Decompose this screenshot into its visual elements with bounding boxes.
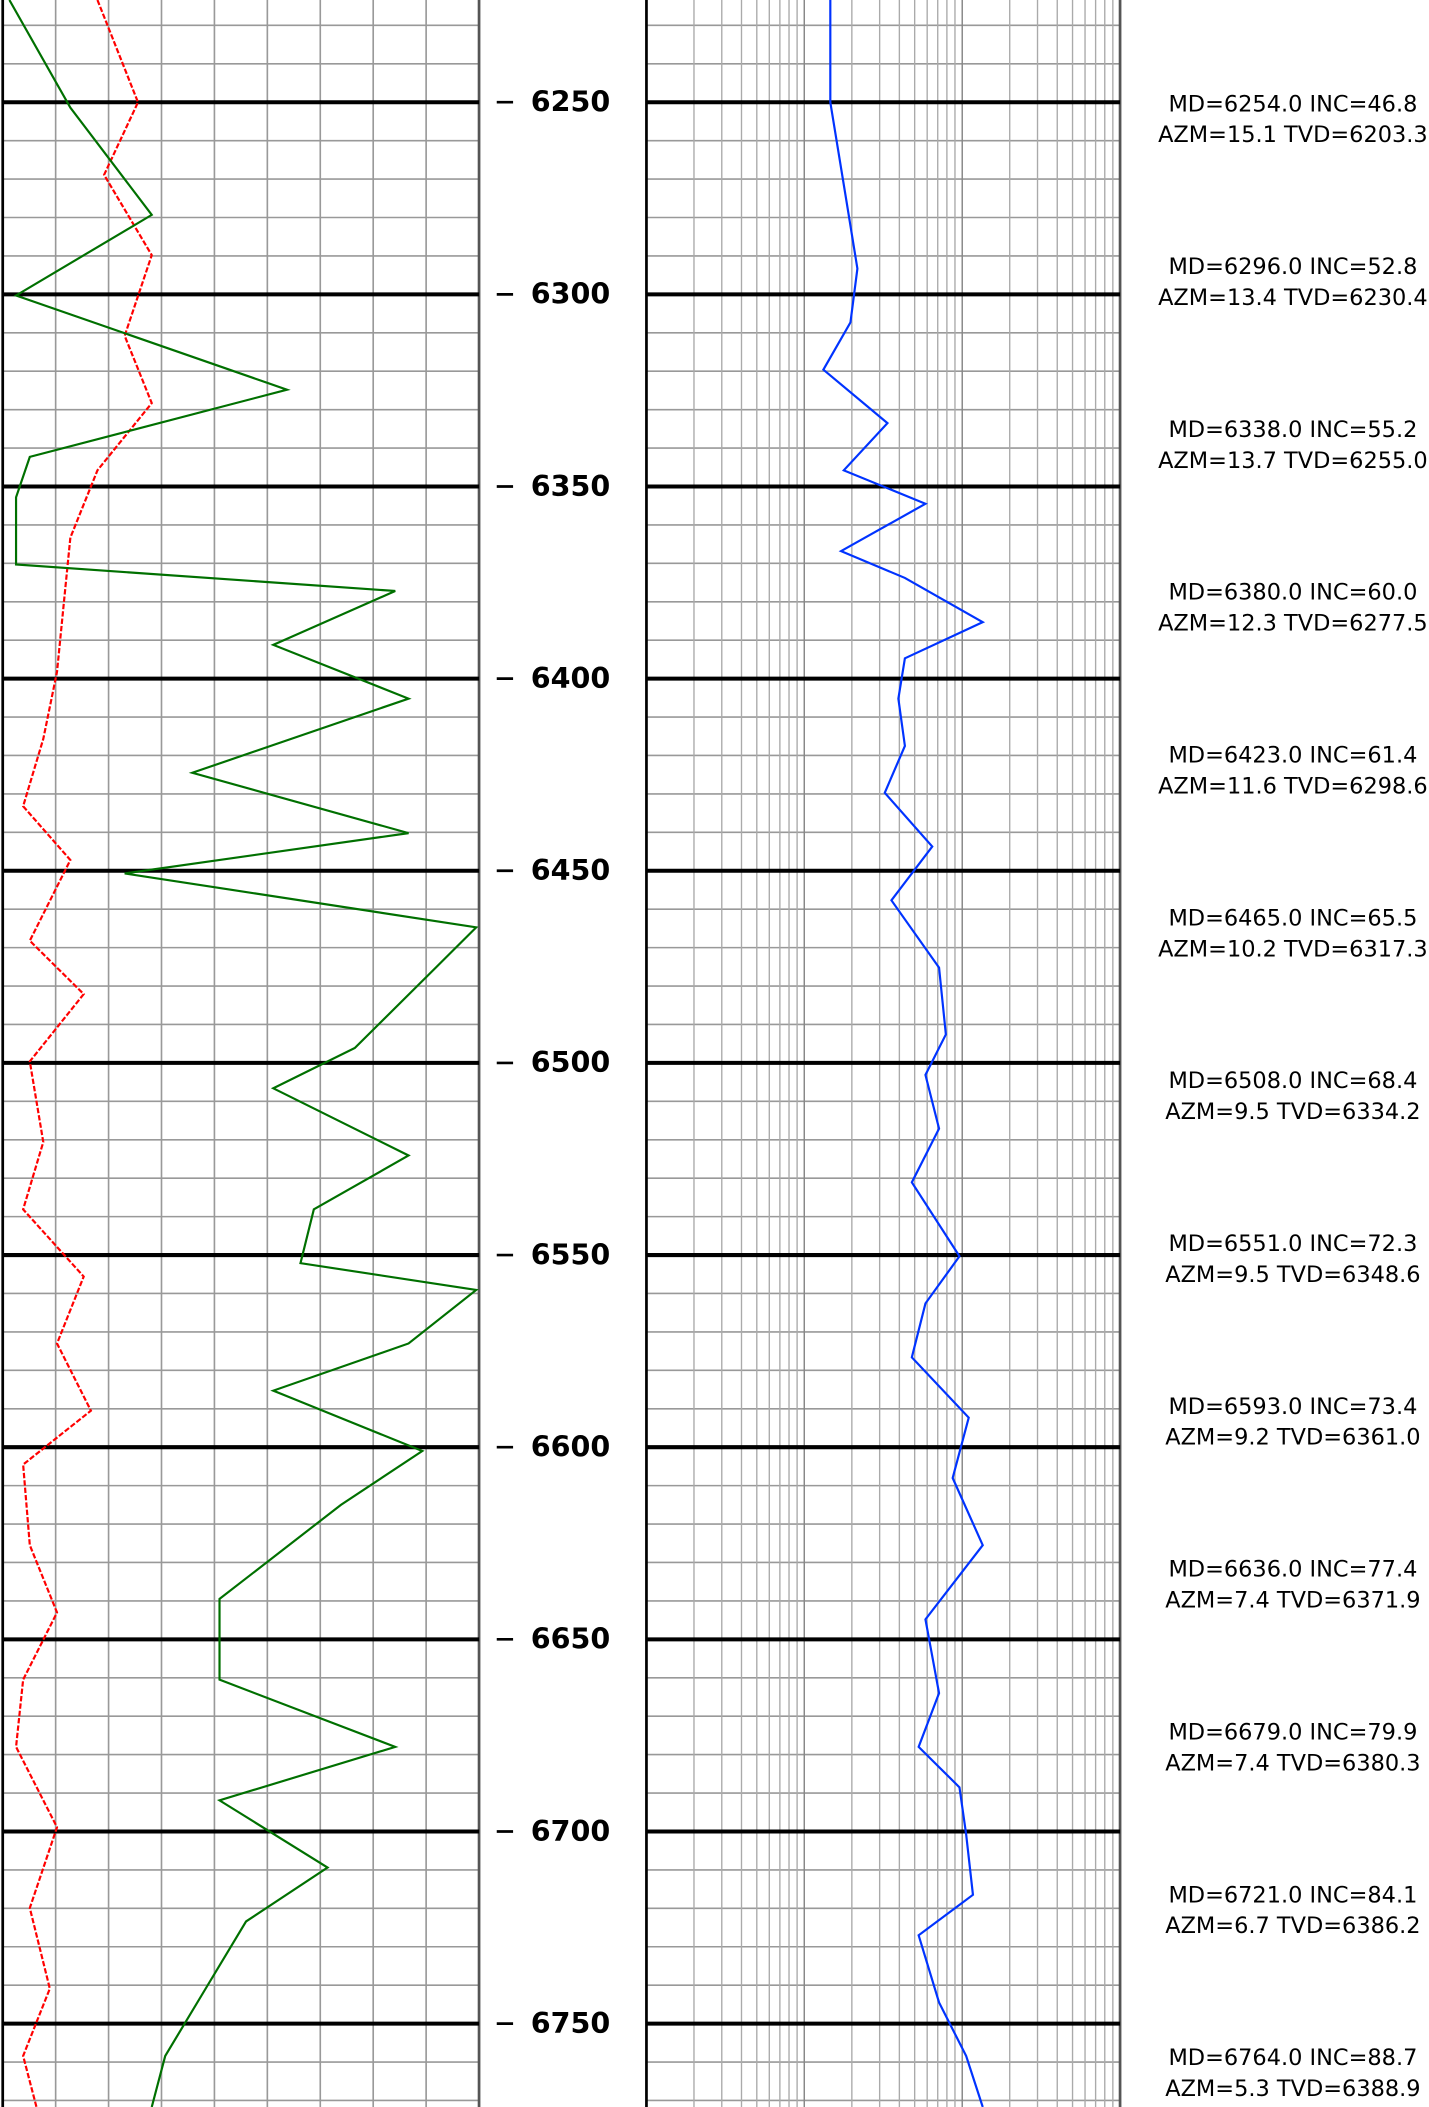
depth-label: 6400 [531,662,610,695]
station-annotation: MD=6254.0 INC=46.8 [1168,91,1417,117]
depth-label: 6600 [531,1431,610,1464]
station-annotation: MD=6423.0 INC=61.4 [1168,743,1417,769]
depth-label: 6450 [531,854,610,887]
depth-label: 6550 [531,1239,610,1272]
station-annotation: AZM=9.2 TVD=6361.0 [1165,1425,1420,1451]
log-curve [8,0,479,2107]
depth-label: 6350 [531,470,610,503]
grid [1,0,1122,2107]
station-annotation: MD=6465.0 INC=65.5 [1168,905,1417,931]
depth-label: 6500 [531,1046,610,1079]
station-annotation: AZM=15.1 TVD=6203.3 [1158,122,1428,148]
station-annotation: MD=6551.0 INC=72.3 [1168,1231,1417,1257]
station-annotation: AZM=6.7 TVD=6386.2 [1165,1913,1420,1939]
station-annotation: MD=6593.0 INC=73.4 [1168,1394,1417,1420]
station-annotation: AZM=7.4 TVD=6380.3 [1165,1750,1420,1776]
depth-label: 6700 [531,1815,610,1848]
depth-label: 6650 [531,1623,610,1656]
station-annotation: MD=6338.0 INC=55.2 [1168,417,1417,443]
station-annotation: MD=6508.0 INC=68.4 [1168,1068,1417,1094]
curves [8,0,986,2107]
station-annotation: AZM=10.2 TVD=6317.3 [1158,936,1428,962]
station-annotation: AZM=9.5 TVD=6348.6 [1165,1262,1420,1288]
station-annotation: MD=6296.0 INC=52.8 [1168,254,1417,280]
annotations: MD=6254.0 INC=46.8 AZM=15.1 TVD=6203.3 MD=… [1158,91,1428,2102]
station-annotation: MD=6380.0 INC=60.0 [1168,580,1417,606]
station-annotation: AZM=5.3 TVD=6388.9 [1165,2076,1420,2102]
station-annotation: AZM=7.4 TVD=6371.9 [1165,1588,1420,1614]
log-curve [14,0,153,2107]
station-annotation: AZM=11.6 TVD=6298.6 [1158,774,1428,800]
station-annotation: MD=6721.0 INC=84.1 [1168,1882,1417,1908]
station-annotation: MD=6636.0 INC=77.4 [1168,1557,1417,1583]
station-annotation: MD=6679.0 INC=79.9 [1168,1720,1417,1746]
station-annotation: MD=6764.0 INC=88.7 [1168,2045,1417,2071]
depth-label: 6750 [531,2007,610,2040]
log-curve [821,0,986,2107]
station-annotation: AZM=13.4 TVD=6230.4 [1158,285,1428,311]
depth-label: 6300 [531,278,610,311]
station-annotation: AZM=9.5 TVD=6334.2 [1165,1099,1420,1125]
depth-axis: 6250 6300 6350 6400 6450 6500 6550 6600 6650 6700… [496,86,610,2040]
station-annotation: AZM=13.7 TVD=6255.0 [1158,448,1428,474]
station-annotation: AZM=12.3 TVD=6277.5 [1158,611,1428,637]
depth-label: 6250 [531,86,610,119]
